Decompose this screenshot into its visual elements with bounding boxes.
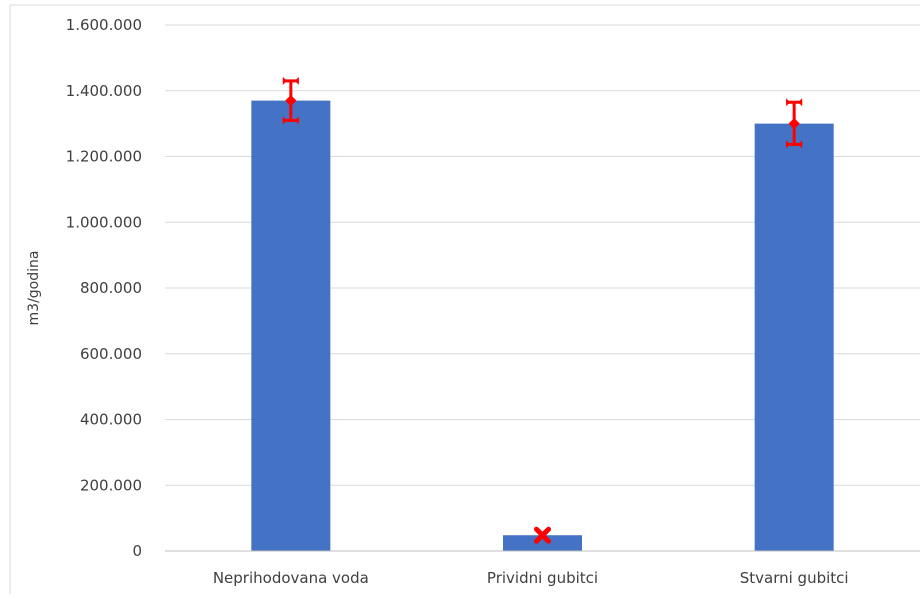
y-axis-ticks: 0 200.000 400.000 600.000 800.000 1.000.000 1.… — [66, 16, 142, 560]
y-tick-label: 200.000 — [80, 476, 142, 494]
y-tick-label: 0 — [132, 542, 142, 560]
error-bar-x-marker — [534, 526, 551, 544]
y-tick-label: 1.200.000 — [66, 148, 142, 166]
bar — [754, 123, 834, 551]
error-bar-cap-marker — [282, 76, 299, 85]
bar — [251, 100, 331, 552]
error-bar-cap-marker — [786, 98, 803, 107]
y-tick-label: 800.000 — [80, 279, 142, 297]
error-bars — [282, 76, 803, 544]
x-axis-labels: Neprihodovana voda Prividni gubitci Stvarn… — [213, 569, 849, 587]
bars — [251, 100, 834, 552]
y-tick-label: 600.000 — [80, 345, 142, 363]
x-tick-label: Stvarni gubitci — [740, 569, 849, 587]
x-tick-label: Neprihodovana voda — [213, 569, 369, 587]
x-tick-label: Prividni gubitci — [487, 569, 598, 587]
y-tick-label: 1.400.000 — [66, 82, 142, 100]
error-bar-cap-marker — [786, 140, 803, 149]
y-tick-label: 1.000.000 — [66, 213, 142, 231]
y-tick-label: 400.000 — [80, 411, 142, 429]
bar — [503, 535, 582, 551]
error-bar-cap-marker — [282, 116, 299, 125]
y-tick-label: 1.600.000 — [66, 16, 142, 34]
y-axis-title: m3/godina — [26, 251, 42, 326]
